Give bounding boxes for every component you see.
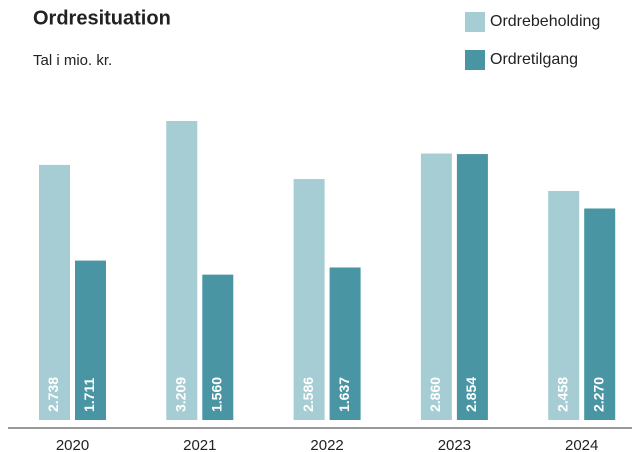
value-label: 3.209	[173, 377, 189, 412]
legend-swatch	[465, 50, 485, 70]
x-tick-label: 2022	[310, 437, 343, 452]
value-label: 2.860	[427, 377, 443, 412]
value-label: 2.738	[45, 377, 61, 412]
bar	[456, 154, 488, 421]
value-label: 2.458	[554, 377, 570, 412]
bar	[39, 164, 70, 420]
bar	[202, 274, 234, 420]
x-tick-label: 2024	[565, 437, 598, 452]
chart-subtitle: Tal i mio. kr.	[33, 52, 112, 69]
value-label: 2.270	[590, 377, 606, 412]
bar	[584, 208, 616, 420]
value-label: 2.854	[463, 377, 479, 412]
value-label: 1.637	[336, 377, 352, 412]
legend-label: Ordrebeholding	[490, 13, 600, 30]
bar	[293, 179, 325, 420]
value-label: 1.711	[81, 378, 97, 412]
chart-title: Ordresituation	[33, 7, 171, 29]
bar	[166, 121, 198, 420]
legend-swatch	[465, 12, 485, 32]
legend-label: Ordretilgang	[490, 51, 578, 68]
x-tick-label: 2020	[56, 437, 89, 452]
bar	[548, 190, 580, 420]
bar	[420, 153, 452, 420]
x-tick-label: 2021	[183, 437, 216, 452]
bar	[329, 267, 361, 420]
value-label: 1.560	[209, 377, 225, 412]
bar	[75, 260, 106, 420]
value-label: 2.586	[300, 377, 316, 412]
x-tick-label: 2023	[438, 437, 471, 452]
